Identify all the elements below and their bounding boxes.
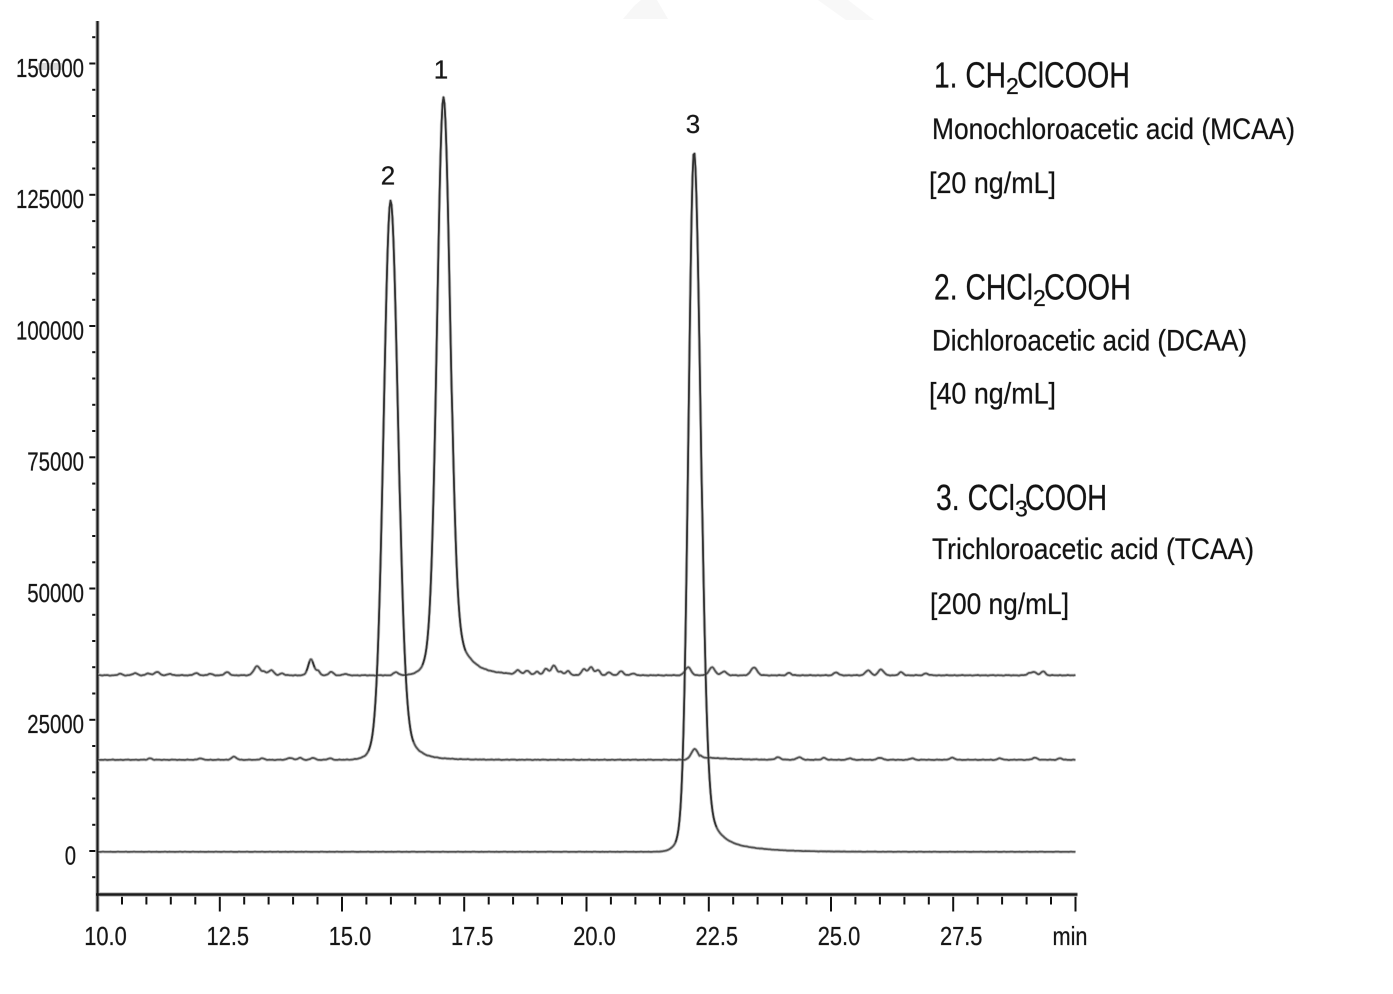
svg-text:Monochloroacetic acid (MCAA): Monochloroacetic acid (MCAA) [932, 113, 1295, 146]
svg-text:1. CH: 1. CH [934, 55, 1006, 96]
svg-text:150000: 150000 [16, 53, 84, 83]
svg-text:min: min [1053, 921, 1088, 951]
svg-text:[200 ng/mL]: [200 ng/mL] [930, 588, 1069, 621]
svg-text:20.0: 20.0 [573, 921, 616, 951]
svg-text:[20 ng/mL]: [20 ng/mL] [929, 167, 1056, 200]
svg-text:12.5: 12.5 [207, 921, 250, 951]
svg-text:Dichloroacetic acid (DCAA): Dichloroacetic acid (DCAA) [932, 325, 1247, 358]
svg-text:COOH: COOH [1025, 477, 1107, 518]
svg-text:3: 3 [686, 109, 700, 139]
svg-text:25.0: 25.0 [818, 921, 861, 951]
svg-text:0: 0 [65, 841, 76, 871]
svg-text:50000: 50000 [27, 578, 84, 608]
svg-text:2: 2 [381, 161, 395, 191]
svg-text:3. CCl: 3. CCl [936, 477, 1015, 518]
svg-text:22.5: 22.5 [696, 921, 739, 951]
svg-text:17.5: 17.5 [451, 921, 494, 951]
svg-text:ClCOOH: ClCOOH [1017, 55, 1130, 96]
svg-text:15.0: 15.0 [329, 921, 372, 951]
svg-text:100000: 100000 [16, 315, 84, 345]
svg-text:125000: 125000 [16, 184, 84, 214]
svg-text:3: 3 [1015, 496, 1028, 522]
svg-text:75000: 75000 [27, 447, 84, 477]
svg-text:27.5: 27.5 [940, 921, 983, 951]
svg-text:Trichloroacetic acid (TCAA): Trichloroacetic acid (TCAA) [932, 533, 1254, 566]
svg-text:1: 1 [434, 55, 448, 85]
svg-text:[40 ng/mL]: [40 ng/mL] [929, 378, 1056, 411]
svg-text:2: 2 [1033, 285, 1046, 311]
svg-text:25000: 25000 [27, 709, 84, 739]
svg-text:COOH: COOH [1044, 267, 1131, 308]
svg-text:10.0: 10.0 [84, 921, 127, 951]
svg-text:2. CHCl: 2. CHCl [934, 267, 1033, 308]
svg-text:2: 2 [1006, 73, 1019, 99]
